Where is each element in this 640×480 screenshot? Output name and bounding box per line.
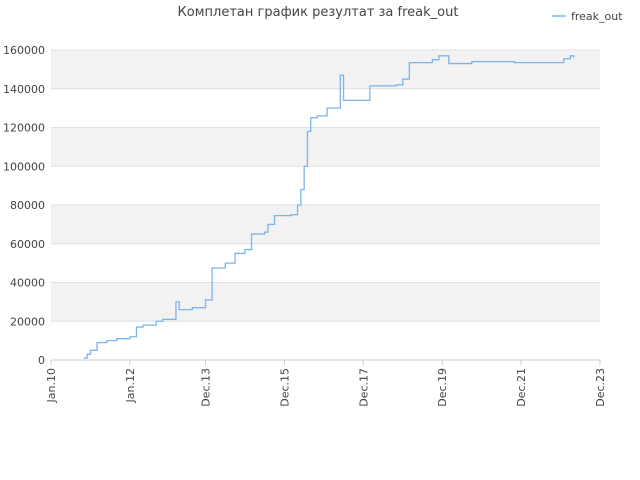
x-tick-label: Dec.23 bbox=[594, 368, 607, 407]
grid-band bbox=[51, 50, 600, 89]
x-tick-label: Dec.15 bbox=[278, 368, 291, 407]
chart-title: Комплетан график резултат за freak_out bbox=[178, 5, 459, 20]
x-tick-label: Dec.17 bbox=[357, 368, 370, 407]
y-tick-label: 100000 bbox=[3, 160, 45, 173]
legend-label: freak_out bbox=[571, 10, 623, 23]
y-tick-label: 80000 bbox=[10, 199, 45, 212]
y-tick-label: 20000 bbox=[10, 315, 45, 328]
y-tick-label: 120000 bbox=[3, 122, 45, 135]
y-tick-label: 60000 bbox=[10, 238, 45, 251]
grid-band bbox=[51, 205, 600, 244]
grid-band bbox=[51, 282, 600, 322]
series-line bbox=[83, 55, 575, 359]
y-tick-label: 140000 bbox=[3, 83, 45, 96]
x-tick-label: Jan.12 bbox=[124, 368, 137, 403]
x-tick-label: Dec.21 bbox=[515, 368, 528, 407]
y-tick-label: 40000 bbox=[10, 277, 45, 290]
grid-band bbox=[51, 127, 600, 167]
x-tick-label: Jan.10 bbox=[45, 368, 58, 403]
x-tick-label: Dec.13 bbox=[200, 368, 213, 407]
y-tick-label: 0 bbox=[38, 354, 45, 367]
x-tick-label: Dec.19 bbox=[436, 368, 449, 407]
y-tick-label: 160000 bbox=[3, 44, 45, 57]
